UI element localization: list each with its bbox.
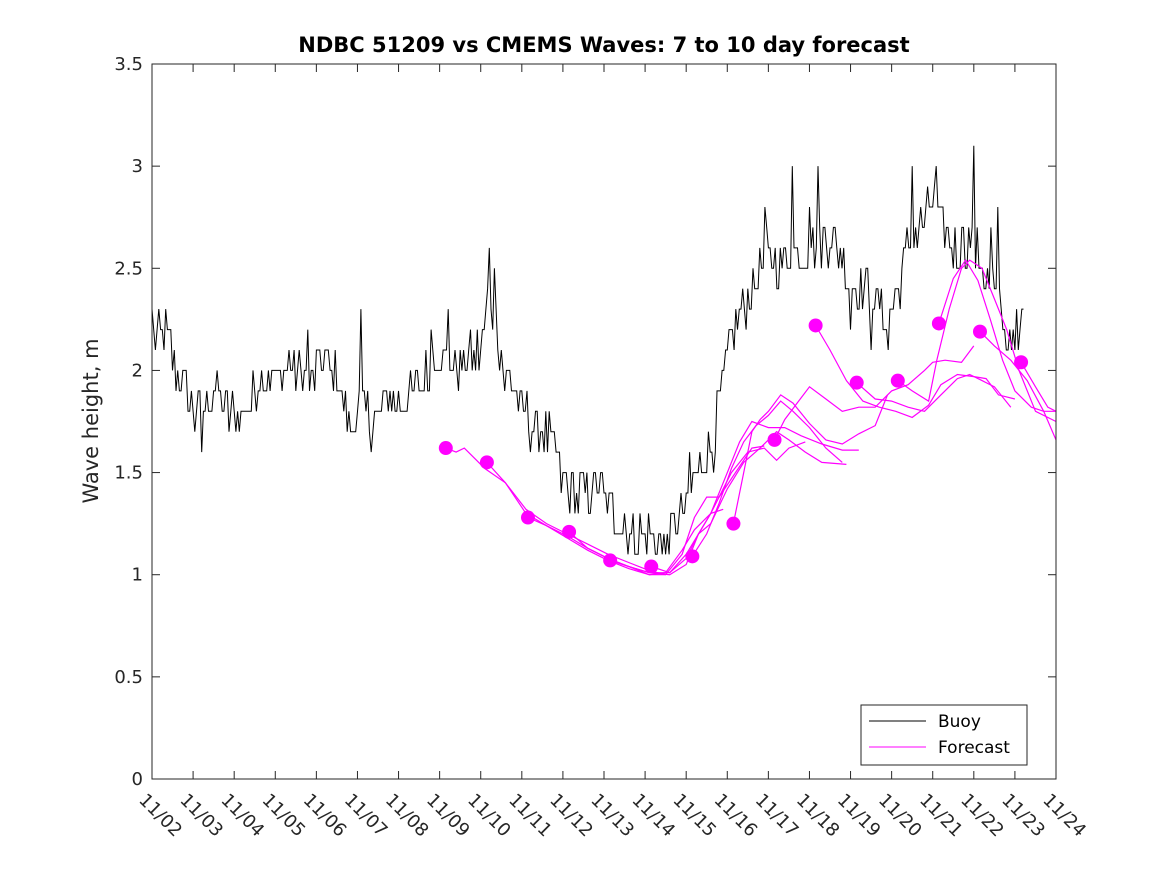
y-tick-label: 2 xyxy=(132,360,143,381)
forecast-start-marker-7 xyxy=(685,549,700,564)
forecast-line-15 xyxy=(1020,361,1056,412)
legend: Buoy Forecast xyxy=(860,704,1028,766)
y-tick-label: 3.5 xyxy=(114,54,143,75)
buoy-line xyxy=(151,145,1024,555)
forecast-start-marker-13 xyxy=(931,316,946,331)
y-axis-label: Wave height, m xyxy=(79,338,103,503)
forecast-start-marker-15 xyxy=(1014,355,1029,370)
forecast-start-marker-12 xyxy=(890,373,905,388)
y-tick-label: 0 xyxy=(132,769,143,790)
legend-box xyxy=(860,704,1028,766)
forecast-line-7 xyxy=(691,400,843,557)
forecast-line-9 xyxy=(773,345,975,441)
forecast-line-1 xyxy=(445,447,666,576)
forecast-start-marker-5 xyxy=(603,553,618,568)
y-tick-label: 0.5 xyxy=(114,667,143,688)
forecast-line-14 xyxy=(979,331,1056,441)
y-tick-label: 1 xyxy=(132,565,143,586)
forecast-start-marker-3 xyxy=(520,510,535,525)
chart-title: NDBC 51209 vs CMEMS Waves: 7 to 10 day f… xyxy=(298,33,909,57)
forecast-start-marker-9 xyxy=(767,432,782,447)
forecast-line-3 xyxy=(527,445,765,576)
axes-frame xyxy=(151,63,1057,780)
forecast-line-10 xyxy=(815,325,1016,419)
forecast-start-marker-2 xyxy=(479,455,494,470)
forecast-line-8 xyxy=(732,394,889,524)
forecast-line-13 xyxy=(938,258,1056,412)
plot-area xyxy=(152,64,1056,779)
legend-forecast-label: Forecast xyxy=(938,738,1010,758)
forecast-start-marker-8 xyxy=(726,516,741,531)
forecast-start-marker-10 xyxy=(808,318,823,333)
series-layer xyxy=(151,145,1056,576)
forecast-line-11 xyxy=(856,373,1012,412)
y-tick-label: 2.5 xyxy=(114,258,143,279)
legend-buoy-label: Buoy xyxy=(938,712,981,732)
forecast-start-marker-1 xyxy=(438,441,453,456)
y-tick-label: 1.5 xyxy=(114,463,143,484)
forecast-line-5 xyxy=(610,430,847,574)
forecast-start-marker-14 xyxy=(972,324,987,339)
y-tick-label: 3 xyxy=(132,156,143,177)
forecast-start-marker-11 xyxy=(849,375,864,390)
forecast-start-marker-4 xyxy=(562,524,577,539)
forecast-start-marker-6 xyxy=(644,559,659,574)
